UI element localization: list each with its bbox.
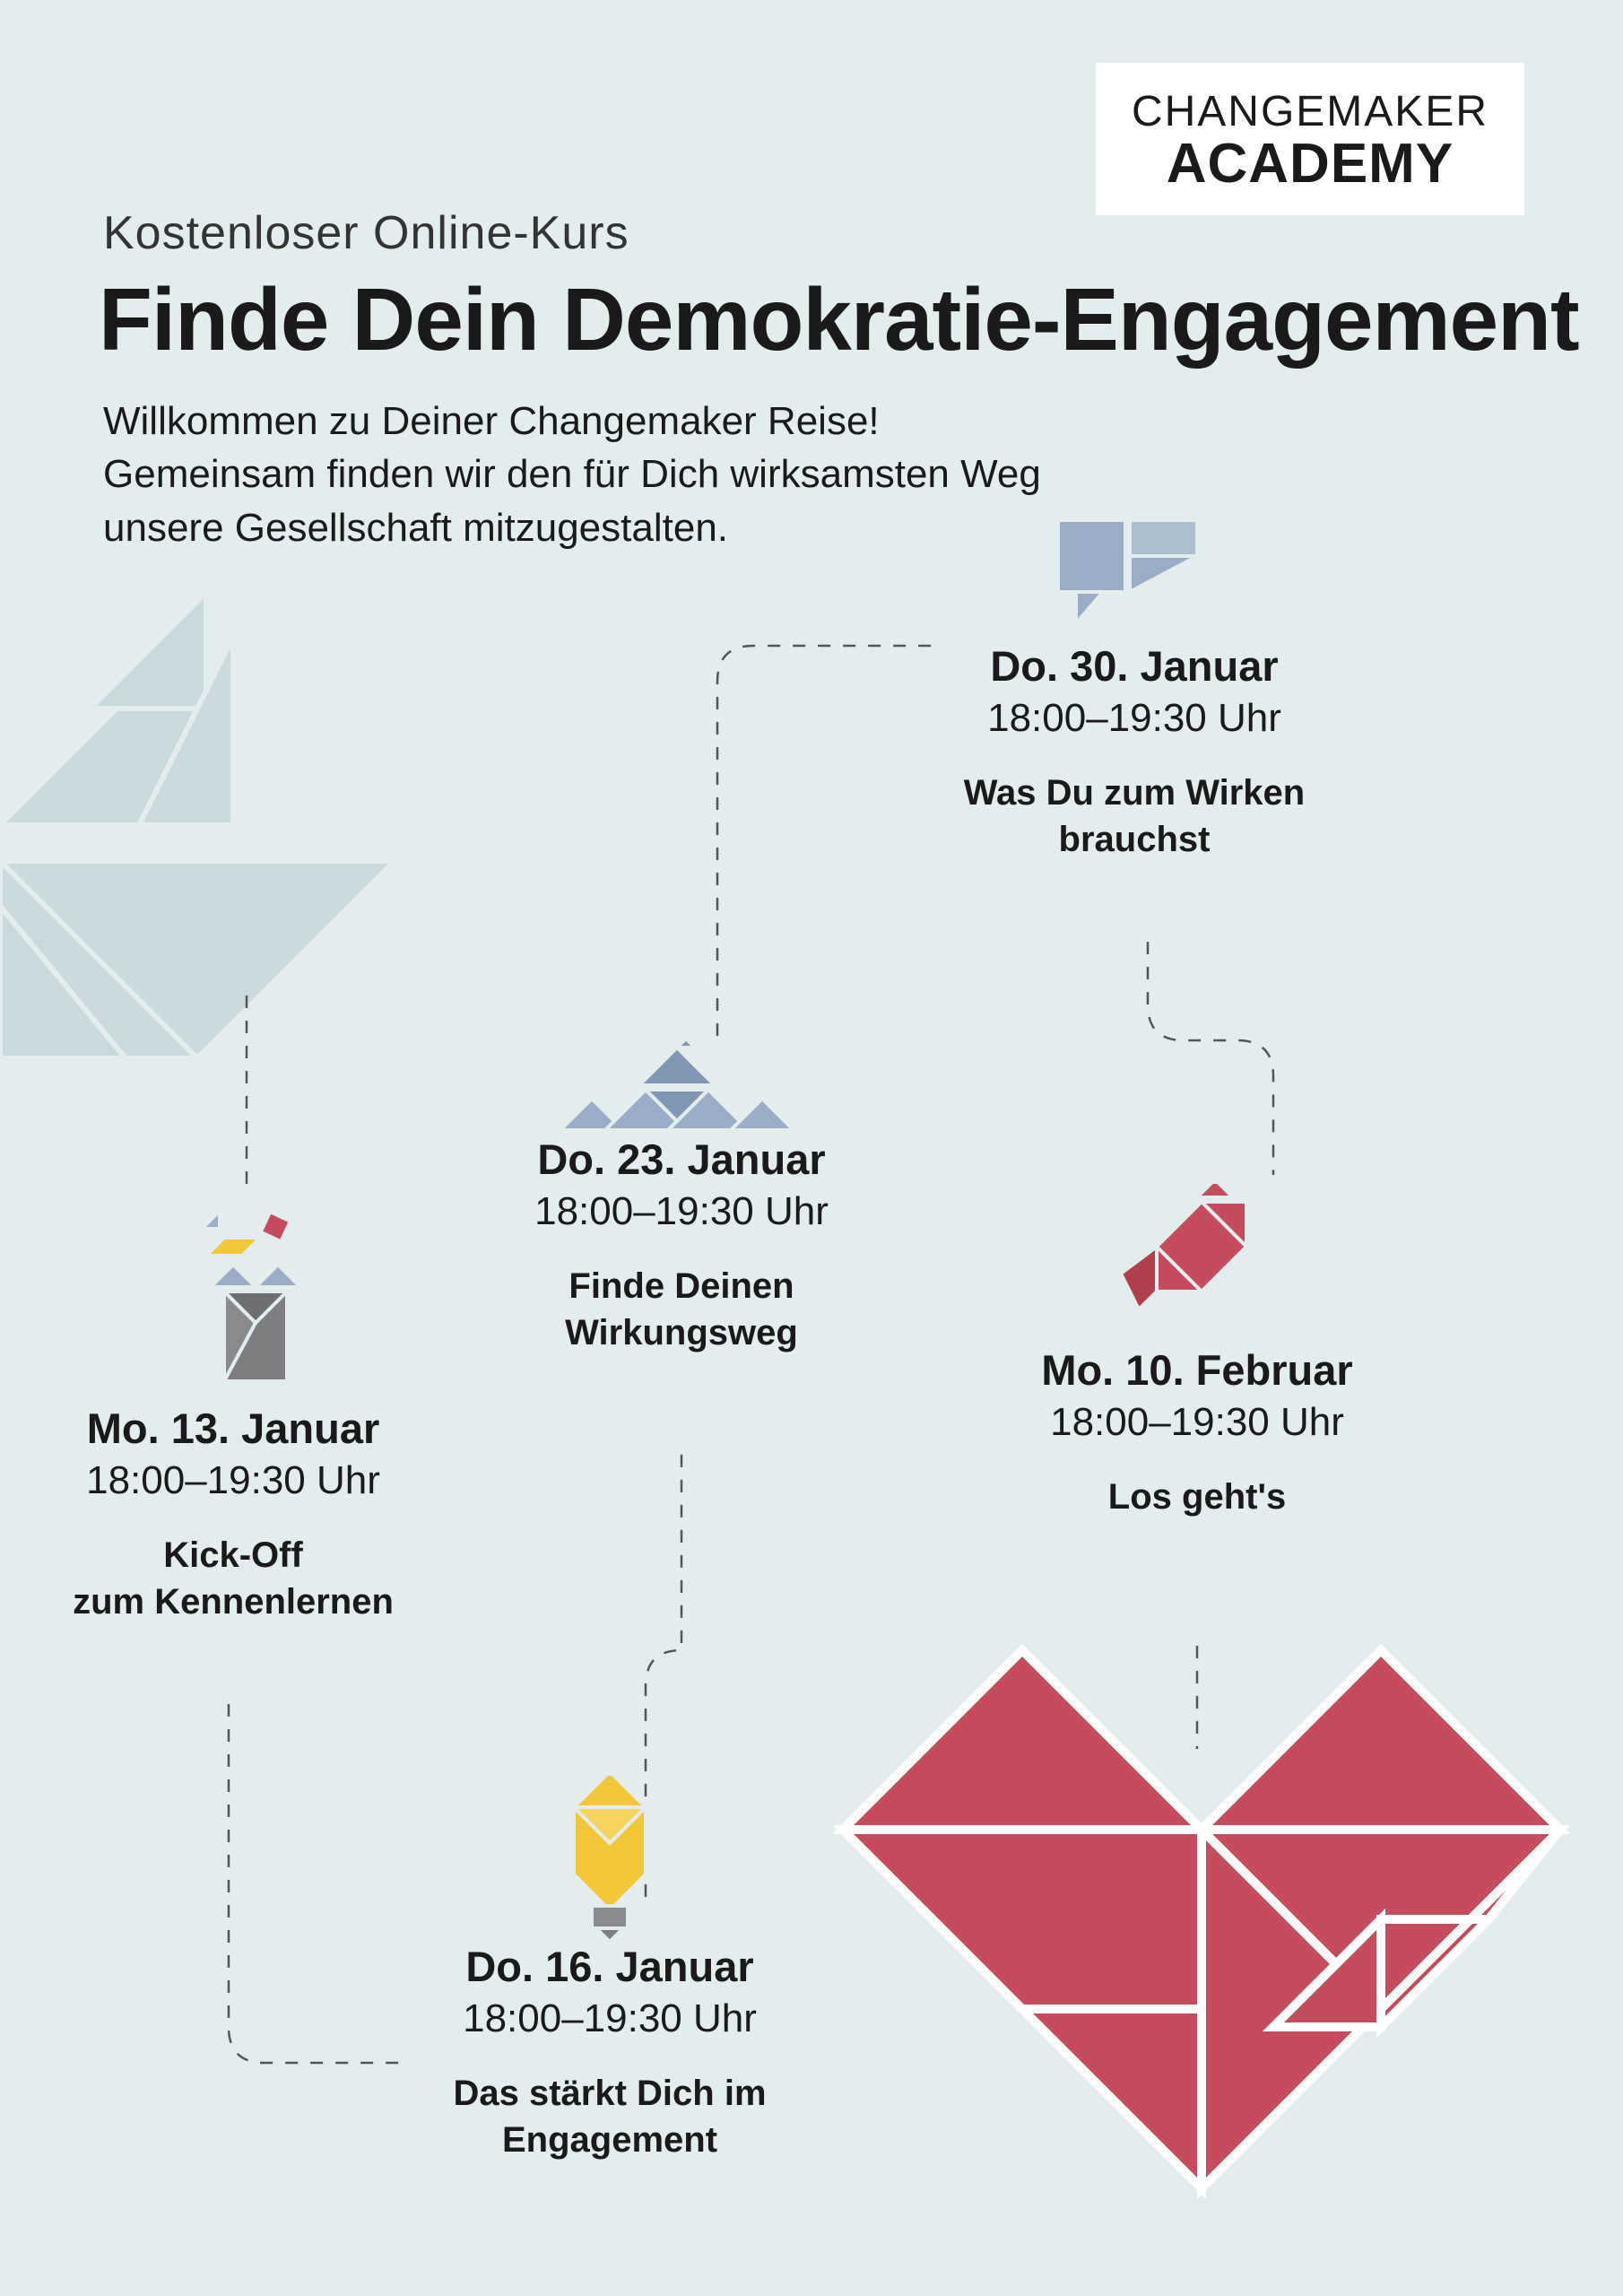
event-5-date: Mo. 10. Februar bbox=[1000, 1345, 1394, 1395]
event-4-topic: Was Du zum Wirken brauchst bbox=[937, 770, 1332, 863]
event-2-topic: Das stärkt Dich im Engagement bbox=[412, 2070, 807, 2163]
event-4-time: 18:00–19:30 Uhr bbox=[937, 696, 1332, 741]
event-1: Mo. 13. Januar 18:00–19:30 Uhr Kick-Offz… bbox=[36, 1404, 430, 1625]
course-title: Finde Dein Demokratie-Engagement bbox=[99, 269, 1579, 370]
logo: CHANGEMAKER ACADEMY bbox=[1096, 63, 1524, 215]
event-3-date: Do. 23. Januar bbox=[484, 1135, 879, 1184]
event-1-time: 18:00–19:30 Uhr bbox=[36, 1458, 430, 1503]
background-tangram-boat-icon bbox=[0, 592, 430, 1166]
event-1-date: Mo. 13. Januar bbox=[36, 1404, 430, 1453]
event-5-topic: Los geht's bbox=[1000, 1474, 1394, 1520]
event-2: Do. 16. Januar 18:00–19:30 Uhr Das stärk… bbox=[412, 1942, 807, 2163]
course-intro: Willkommen zu Deiner Changemaker Reise! … bbox=[103, 395, 1045, 554]
event-4: Do. 30. Januar 18:00–19:30 Uhr Was Du zu… bbox=[937, 641, 1332, 863]
lightbulb-tangram-icon bbox=[542, 1776, 677, 1951]
event-5: Mo. 10. Februar 18:00–19:30 Uhr Los geht… bbox=[1000, 1345, 1394, 1520]
event-3-topic: Finde Deinen Wirkungsweg bbox=[484, 1263, 879, 1356]
course-subtitle: Kostenloser Online-Kurs bbox=[103, 206, 629, 260]
box-tangram-icon bbox=[175, 1202, 336, 1404]
heart-tangram-icon bbox=[834, 1641, 1569, 2251]
event-1-topic: Kick-Offzum Kennenlernen bbox=[36, 1532, 430, 1625]
event-2-date: Do. 16. Januar bbox=[412, 1942, 807, 1991]
event-3-time: 18:00–19:30 Uhr bbox=[484, 1189, 879, 1234]
logo-line-2: ACADEMY bbox=[1132, 135, 1488, 193]
event-3: Do. 23. Januar 18:00–19:30 Uhr Finde Dei… bbox=[484, 1135, 879, 1356]
event-4-date: Do. 30. Januar bbox=[937, 641, 1332, 691]
speech-bubble-tangram-icon bbox=[1049, 511, 1211, 650]
logo-line-1: CHANGEMAKER bbox=[1132, 90, 1488, 135]
event-5-time: 18:00–19:30 Uhr bbox=[1000, 1400, 1394, 1445]
mountain-tangram-icon bbox=[542, 1031, 812, 1144]
event-2-time: 18:00–19:30 Uhr bbox=[412, 1996, 807, 2041]
rocket-tangram-icon bbox=[1094, 1184, 1273, 1350]
